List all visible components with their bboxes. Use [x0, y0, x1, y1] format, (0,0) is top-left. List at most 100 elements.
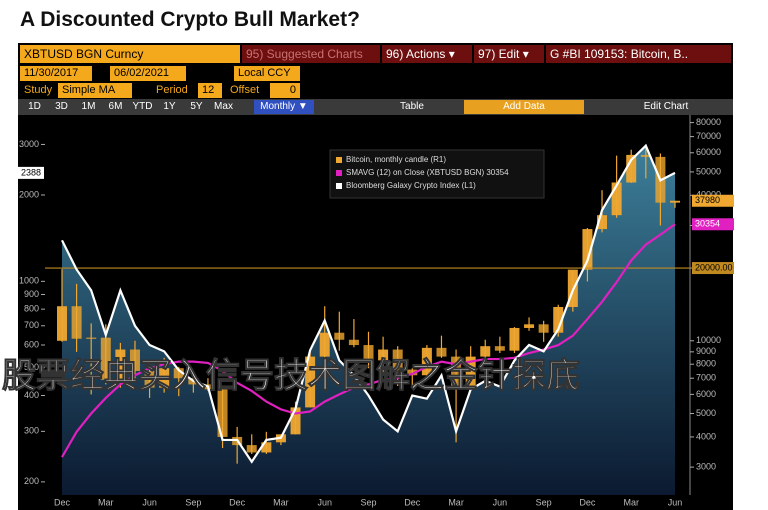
range-button[interactable]: 5Y: [184, 100, 209, 114]
candle-body: [553, 306, 564, 333]
x-tick-label: Mar: [448, 497, 464, 507]
candle-body: [421, 347, 432, 376]
candle-body: [407, 369, 418, 376]
candle-body: [451, 356, 462, 388]
candle-body: [334, 332, 345, 340]
candle-body: [378, 349, 389, 361]
x-tick-label: Sep: [360, 497, 376, 507]
legend-label: Bloomberg Galaxy Crypto Index (L1): [346, 181, 476, 190]
legend-swatch: [336, 170, 342, 176]
currency-field[interactable]: Local CCY: [234, 66, 300, 81]
candle-body: [217, 389, 228, 437]
y2-tick-label: 7000: [696, 373, 716, 383]
x-tick-label: Jun: [493, 497, 508, 507]
add-data-field[interactable]: Add Data: [464, 100, 584, 114]
y2-tick-label: 5000: [696, 408, 716, 418]
suggested-button[interactable]: 95) Suggested Charts: [242, 45, 380, 63]
range-button[interactable]: Max: [211, 100, 236, 114]
y2-tick-label: 60000: [696, 147, 721, 157]
candle-body: [86, 337, 97, 339]
y2-tick-label: 10000: [696, 335, 721, 345]
legend-box: [329, 149, 545, 199]
candle-body: [290, 407, 301, 435]
study-label: Study: [24, 84, 53, 96]
y-tick-label: 400: [24, 390, 39, 400]
ticker-field[interactable]: XBTUSD BGN Curncy: [20, 45, 240, 63]
range-button[interactable]: YTD: [130, 100, 155, 114]
candle-body: [319, 332, 330, 357]
y2-tick-label: 8000: [696, 359, 716, 369]
start-date[interactable]: 11/30/2017: [20, 66, 92, 81]
y2-tick-label: 80000: [696, 117, 721, 127]
offset-field[interactable]: 0: [270, 83, 300, 98]
candle-body: [100, 337, 111, 380]
sma-last-label: 30354: [695, 219, 720, 229]
y2-tick-label: 50000: [696, 166, 721, 176]
legend-swatch: [336, 183, 342, 189]
edit-button[interactable]: 97) Edit ▾: [474, 45, 544, 63]
security-button[interactable]: G #BI 109153: Bitcoin, B..: [546, 45, 731, 63]
y-tick-label: 600: [24, 339, 39, 349]
table-button[interactable]: Table: [390, 100, 434, 114]
y-tick-label: 900: [24, 289, 39, 299]
range-button[interactable]: 1D: [22, 100, 47, 114]
range-bar: 1D 3D 1M 6M YTD 1Y 5Y Max Monthly ▼ Table Add Data…: [18, 99, 733, 115]
range-button[interactable]: 6M: [103, 100, 128, 114]
x-tick-label: Sep: [185, 497, 201, 507]
y-tick-label: 500: [24, 362, 39, 372]
candle-body: [392, 349, 403, 370]
candle-body: [129, 349, 140, 371]
candle-body: [115, 349, 126, 380]
end-date[interactable]: 06/02/2021: [110, 66, 186, 81]
candle-body: [246, 445, 257, 453]
x-tick-label: Mar: [98, 497, 114, 507]
offset-label: Offset: [230, 84, 260, 96]
y-tick-label: 800: [24, 304, 39, 314]
candle-body: [71, 306, 82, 339]
y2-tick-label: 9000: [696, 346, 716, 356]
candle-body: [524, 324, 535, 328]
x-tick-label: Dec: [404, 497, 421, 507]
candle-body: [509, 327, 520, 351]
study-field[interactable]: Simple MA: [58, 83, 132, 98]
candle-body: [670, 200, 680, 203]
x-tick-label: Mar: [273, 497, 289, 507]
legend-label: Bitcoin, monthly candle (R1): [346, 155, 446, 164]
y-tick-label: 3000: [19, 139, 39, 149]
legend-label: SMAVG (12) on Close (XBTUSD BGN) 30354: [346, 168, 509, 177]
y-tick-label: 700: [24, 320, 39, 330]
y2-tick-label: 4000: [696, 431, 716, 441]
x-tick-label: Dec: [579, 497, 596, 507]
frequency-button[interactable]: Monthly ▼: [254, 100, 314, 114]
hline-label-box: [692, 262, 734, 275]
range-button[interactable]: 1M: [76, 100, 101, 114]
y2-tick-label: 6000: [696, 389, 716, 399]
candle-body: [436, 347, 447, 357]
candle-body: [144, 370, 155, 388]
edit-chart-button[interactable]: Edit Chart: [638, 100, 694, 114]
candle-body: [480, 346, 491, 357]
range-button[interactable]: 3D: [49, 100, 74, 114]
index-area: [62, 145, 675, 495]
btc-last-label: 37980: [695, 195, 720, 205]
range-button[interactable]: 1Y: [157, 100, 182, 114]
x-tick-label: Sep: [536, 497, 552, 507]
y-tick-label: 300: [24, 426, 39, 436]
watermark: 股票经典买入信号技术图解之金针探底: [2, 356, 580, 395]
period-field[interactable]: 12: [198, 83, 222, 98]
y-tick-label: 2000: [19, 189, 39, 199]
candle-body: [582, 229, 593, 270]
candle-body: [597, 215, 608, 230]
x-tick-label: Dec: [229, 497, 246, 507]
x-tick-label: Mar: [623, 497, 639, 507]
terminal-toolbar: XBTUSD BGN Curncy 95) Suggested Charts 9…: [18, 43, 733, 115]
candle-body: [261, 442, 272, 453]
index-line: [61, 143, 676, 464]
actions-button[interactable]: 96) Actions ▾: [382, 45, 472, 63]
candle-body: [363, 345, 374, 361]
candle-body: [173, 368, 184, 379]
candle-body: [611, 182, 622, 216]
x-tick-label: Dec: [54, 497, 71, 507]
candle-body: [57, 306, 67, 341]
